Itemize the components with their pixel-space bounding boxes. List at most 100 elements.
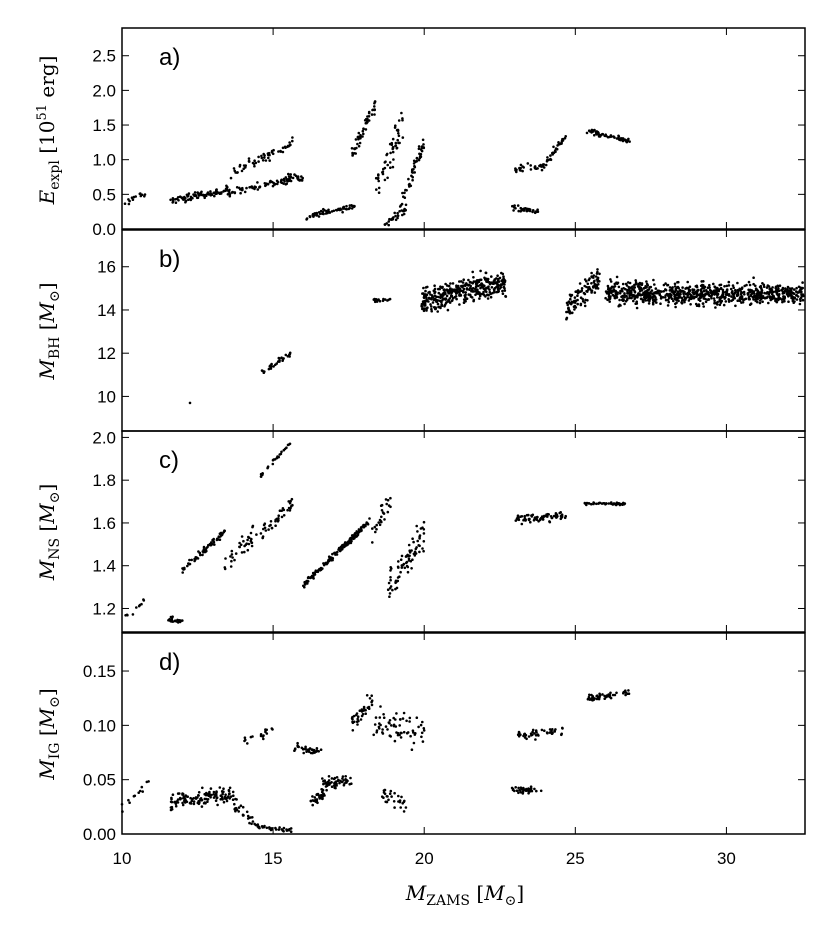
- data-point: [680, 296, 684, 300]
- data-point: [322, 779, 325, 783]
- data-point: [677, 294, 681, 298]
- data-point: [421, 138, 425, 142]
- data-point: [702, 289, 706, 293]
- data-point: [381, 299, 385, 303]
- data-point: [630, 296, 633, 300]
- data-point: [184, 794, 188, 797]
- data-point: [174, 804, 178, 808]
- data-point: [638, 293, 642, 296]
- data-point: [533, 516, 537, 520]
- data-point: [394, 144, 397, 148]
- data-point: [300, 175, 303, 178]
- data-point: [588, 693, 591, 697]
- data-point: [607, 502, 611, 505]
- svg-text:MZAMS [M⊙]: MZAMS [M⊙]: [405, 881, 524, 909]
- data-point: [259, 532, 263, 535]
- data-point: [439, 306, 442, 310]
- data-point: [289, 830, 293, 833]
- data-point: [271, 728, 274, 731]
- data-point: [215, 188, 218, 192]
- data-point: [289, 506, 292, 510]
- data-point: [283, 180, 286, 183]
- data-point: [304, 748, 308, 751]
- data-point: [683, 300, 686, 304]
- data-point: [454, 295, 458, 298]
- data-point: [386, 588, 390, 591]
- data-point: [708, 283, 711, 287]
- data-point: [580, 287, 584, 290]
- data-point: [249, 735, 253, 739]
- data-point: [422, 532, 426, 535]
- data-point: [188, 801, 192, 805]
- data-point: [128, 801, 131, 804]
- data-point: [647, 302, 651, 305]
- data-point: [397, 134, 401, 138]
- data-point: [523, 732, 527, 736]
- data-point: [734, 304, 737, 308]
- data-point: [238, 165, 242, 168]
- data-point: [342, 207, 346, 210]
- data-point: [296, 745, 300, 748]
- data-point: [355, 146, 358, 150]
- data-point: [554, 147, 558, 150]
- data-point: [580, 289, 584, 292]
- data-point: [363, 119, 367, 122]
- data-point: [718, 303, 722, 307]
- data-point: [614, 503, 618, 507]
- data-point: [174, 801, 177, 804]
- data-point: [455, 292, 458, 295]
- data-point: [490, 286, 494, 289]
- data-point: [670, 288, 673, 292]
- data-point: [223, 566, 227, 569]
- data-point: [480, 282, 483, 286]
- data-point: [378, 518, 382, 522]
- data-point: [261, 735, 265, 738]
- data-point: [716, 293, 719, 297]
- data-point: [380, 795, 384, 798]
- data-point: [200, 805, 204, 808]
- data-point: [547, 158, 550, 162]
- panel-d-points: [120, 689, 631, 833]
- data-point: [176, 801, 180, 804]
- data-point: [280, 450, 283, 454]
- data-point: [755, 288, 759, 292]
- data-point: [768, 295, 772, 298]
- data-point: [530, 734, 533, 737]
- data-point: [182, 567, 186, 571]
- data-point: [702, 297, 706, 300]
- data-point: [666, 283, 670, 287]
- data-point: [564, 514, 567, 518]
- data-point: [747, 280, 751, 284]
- data-point: [404, 203, 408, 207]
- data-point: [646, 298, 650, 302]
- data-point: [217, 191, 221, 194]
- data-point: [432, 298, 436, 302]
- data-point: [707, 298, 710, 301]
- data-point: [594, 275, 598, 278]
- data-point: [237, 806, 241, 809]
- y-tick-label: 1.0: [92, 151, 116, 170]
- data-point: [341, 777, 344, 780]
- data-point: [422, 520, 426, 524]
- data-point: [235, 171, 239, 174]
- data-point: [388, 595, 391, 598]
- data-point: [395, 712, 398, 715]
- data-point: [368, 697, 372, 700]
- data-point: [444, 282, 447, 286]
- data-point: [373, 102, 376, 105]
- data-point: [380, 520, 383, 524]
- data-point: [421, 547, 424, 550]
- data-point: [389, 496, 392, 500]
- data-point: [268, 159, 272, 162]
- data-point: [311, 212, 315, 216]
- panel-b-frame: [121, 229, 806, 432]
- data-point: [288, 352, 292, 356]
- data-point: [430, 305, 433, 308]
- data-point: [200, 798, 204, 802]
- data-point: [374, 530, 377, 534]
- data-point: [579, 296, 583, 300]
- data-point: [392, 723, 396, 727]
- data-point: [384, 298, 387, 301]
- data-point: [426, 285, 429, 289]
- data-point: [550, 516, 554, 520]
